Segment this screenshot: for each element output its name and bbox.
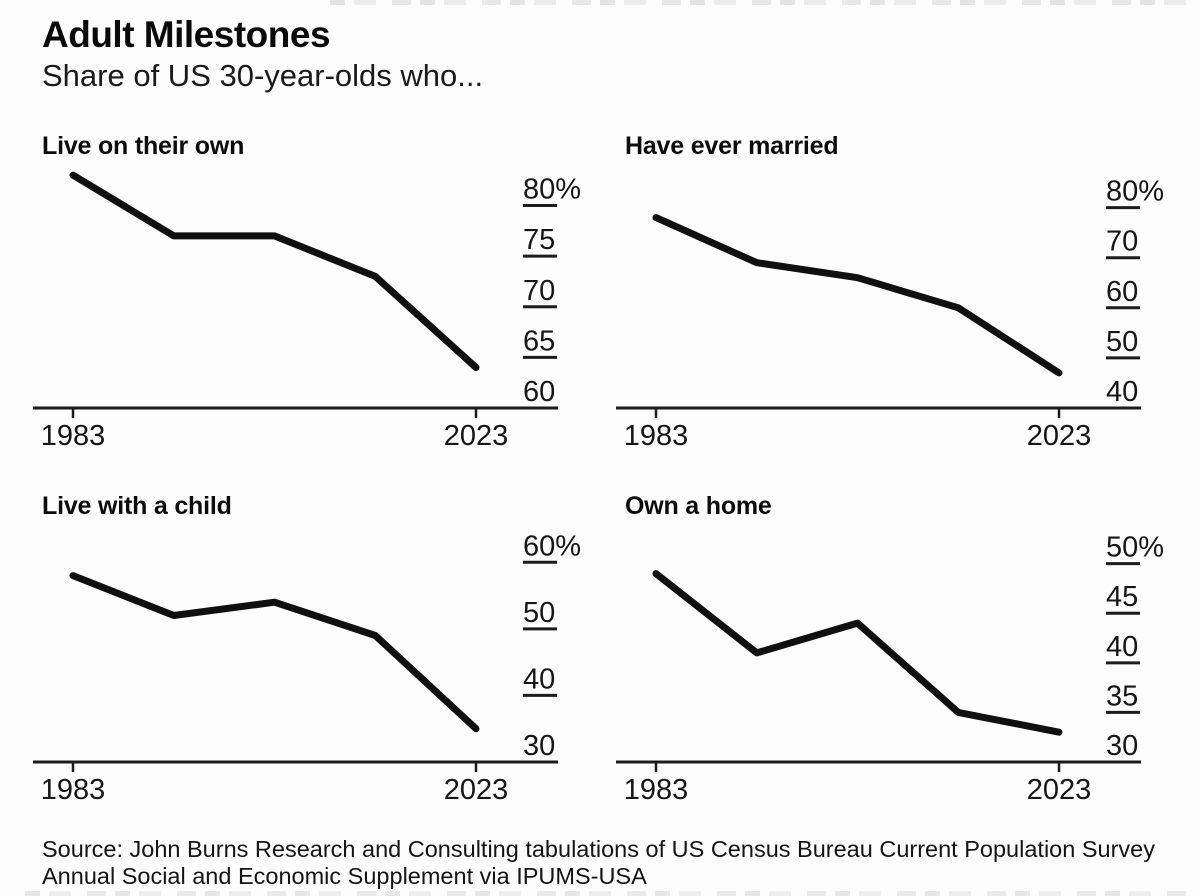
data-line <box>69 171 480 371</box>
panel-live-with-a-child: Live with a child 60% 50 40 30 1983 2023 <box>33 484 599 814</box>
x-tick-label: 2023 <box>444 774 509 806</box>
panel-own-a-home: Own a home 50% 45 40 35 30 1983 2023 <box>616 484 1182 814</box>
y-tick-label: 70 <box>1106 226 1138 258</box>
source-note: Source: John Burns Research and Consulti… <box>42 836 1155 889</box>
cropped-text-artifact-bottom <box>25 891 1187 896</box>
line-chart-have-ever-married: 80% 70 60 50 40 1983 2023 <box>616 176 1164 452</box>
panel-title: Live with a child <box>42 492 232 520</box>
y-tick-label: 80% <box>1106 176 1164 208</box>
y-tick-label: 75 <box>523 224 555 256</box>
cropped-text-artifact-top <box>330 0 1192 5</box>
x-tick-label: 1983 <box>624 774 689 806</box>
y-tick-label: 30 <box>1106 730 1138 762</box>
line-chart-live-on-their-own: 80% 75 70 65 60 1983 2023 <box>33 171 581 452</box>
panel-title: Own a home <box>625 492 772 520</box>
x-tick-label: 1983 <box>41 420 106 452</box>
data-line <box>652 570 1063 736</box>
y-tick-label: 80% <box>523 174 581 206</box>
panel-have-ever-married: Have ever married 80% 70 60 50 40 1983 2023 <box>616 130 1182 460</box>
panel-title: Have ever married <box>625 132 839 160</box>
y-tick-label: 50 <box>523 597 555 629</box>
panel-title: Live on their own <box>42 132 245 160</box>
x-tick-label: 2023 <box>444 420 509 452</box>
data-line <box>69 572 480 733</box>
x-tick-label: 1983 <box>41 774 106 806</box>
source-line-2: Annual Social and Economic Supplement vi… <box>42 862 647 889</box>
y-tick-label: 60% <box>523 530 581 562</box>
y-tick-label: 30 <box>523 730 555 762</box>
y-tick-label: 40 <box>1106 631 1138 663</box>
x-tick-label: 2023 <box>1027 774 1092 806</box>
y-tick-label: 60 <box>523 376 555 408</box>
line-chart-live-with-a-child: 60% 50 40 30 1983 2023 <box>33 530 581 806</box>
y-tick-label: 65 <box>523 325 555 357</box>
y-tick-label: 50 <box>1106 326 1138 358</box>
x-tick-label: 2023 <box>1027 420 1092 452</box>
x-tick-label: 1983 <box>624 420 689 452</box>
page-subtitle: Share of US 30-year-olds who... <box>42 58 484 93</box>
y-tick-label: 50% <box>1106 532 1164 564</box>
y-tick-label: 35 <box>1106 680 1138 712</box>
y-tick-label: 40 <box>523 663 555 695</box>
source-line-1: Source: John Burns Research and Consulti… <box>42 836 1155 862</box>
y-tick-label: 40 <box>1106 376 1138 408</box>
y-tick-label: 70 <box>523 275 555 307</box>
page-title: Adult Milestones <box>42 14 331 55</box>
data-line <box>652 214 1063 377</box>
panel-live-on-their-own: Live on their own 80% 75 70 65 60 1983 2023 <box>33 130 599 460</box>
y-tick-label: 45 <box>1106 581 1138 613</box>
y-tick-label: 60 <box>1106 276 1138 308</box>
line-chart-own-a-home: 50% 45 40 35 30 1983 2023 <box>616 532 1164 806</box>
